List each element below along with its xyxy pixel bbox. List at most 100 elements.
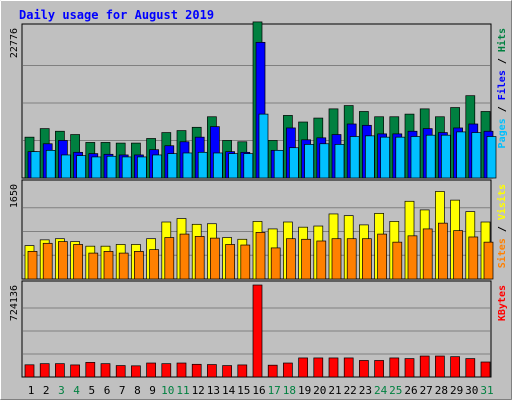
bar-sites-4 xyxy=(73,244,83,280)
bar-kbytes-22 xyxy=(343,357,354,378)
bar-pages-8 xyxy=(137,156,147,179)
bar-pages-29 xyxy=(456,131,466,179)
bar-pages-19 xyxy=(304,144,314,179)
bar-kbytes-24 xyxy=(374,360,384,378)
legend-part-pages-files-hits-2: Files xyxy=(496,70,508,100)
bar-pages-2 xyxy=(45,149,56,179)
bar-sites-29 xyxy=(453,230,463,280)
legend-part-visits-sites-0: Sites xyxy=(496,238,508,268)
bar-pages-15 xyxy=(243,153,254,179)
bar-pages-5 xyxy=(91,156,102,179)
legend-part-pages-files-hits-1: / xyxy=(497,100,508,118)
legend-visits-sites: Sites / Visits xyxy=(496,184,508,268)
legend-part-pages-files-hits-0: Pages xyxy=(497,118,508,148)
bar-sites-15 xyxy=(240,244,251,280)
x-tick-label-5: 5 xyxy=(88,384,95,397)
bar-pages-14 xyxy=(228,153,238,179)
bar-kbytes-1 xyxy=(24,364,35,378)
x-tick-label-14: 14 xyxy=(222,384,236,397)
bar-pages-3 xyxy=(61,154,71,179)
bar-sites-19 xyxy=(301,238,311,280)
y-tick-label-pages-files-hits: 22776 xyxy=(9,28,20,58)
bar-kbytes-27 xyxy=(419,355,430,378)
x-tick-label-10: 10 xyxy=(161,384,174,397)
bar-sites-17 xyxy=(270,247,281,280)
bar-pages-4 xyxy=(76,155,86,179)
bar-kbytes-31 xyxy=(480,361,491,378)
bar-kbytes-25 xyxy=(389,357,400,378)
bar-kbytes-17 xyxy=(267,364,278,378)
bar-sites-2 xyxy=(42,242,53,280)
bar-sites-27 xyxy=(422,228,433,280)
bar-kbytes-8 xyxy=(131,365,141,378)
bar-sites-8 xyxy=(134,251,144,280)
bar-kbytes-11 xyxy=(176,362,187,378)
x-tick-label-4: 4 xyxy=(73,384,80,397)
x-tick-label-19: 19 xyxy=(298,384,311,397)
x-tick-label-24: 24 xyxy=(374,384,388,397)
bar-kbytes-29 xyxy=(450,356,460,378)
x-tick-label-29: 29 xyxy=(450,384,463,397)
bar-sites-11 xyxy=(179,233,190,280)
bar-kbytes-3 xyxy=(55,363,65,378)
bar-pages-28 xyxy=(441,134,451,179)
bar-sites-10 xyxy=(164,237,175,280)
bar-sites-23 xyxy=(362,238,372,280)
bar-kbytes-4 xyxy=(70,364,80,378)
legend-part-visits-sites-2: Visits xyxy=(496,184,508,220)
bar-sites-21 xyxy=(331,238,342,280)
bar-sites-26 xyxy=(407,235,418,280)
bar-sites-16 xyxy=(255,232,266,280)
bar-kbytes-10 xyxy=(161,363,172,378)
x-tick-label-8: 8 xyxy=(134,384,141,397)
bar-kbytes-28 xyxy=(435,355,445,378)
bar-pages-22 xyxy=(349,136,360,179)
bar-kbytes-15 xyxy=(237,364,248,378)
bar-pages-25 xyxy=(395,136,406,179)
bar-sites-1 xyxy=(27,251,38,280)
bar-sites-3 xyxy=(58,241,68,280)
legend-part-pages-files-hits-3: / xyxy=(497,52,508,70)
x-tick-label-7: 7 xyxy=(119,384,126,397)
bar-sites-12 xyxy=(194,236,205,280)
bar-kbytes-21 xyxy=(328,357,339,378)
bar-kbytes-30 xyxy=(465,358,476,378)
x-tick-label-22: 22 xyxy=(344,384,357,397)
bar-sites-24 xyxy=(377,233,387,280)
bar-pages-13 xyxy=(213,152,223,179)
x-tick-label-6: 6 xyxy=(104,384,111,397)
legend-part-pages-files-hits-4: Hits xyxy=(496,28,508,52)
bar-pages-9 xyxy=(152,154,162,179)
bar-kbytes-19 xyxy=(298,357,308,378)
x-tick-label-9: 9 xyxy=(149,384,156,397)
bar-kbytes-18 xyxy=(283,362,293,378)
legend-pages-files-hits: Pages / Files / Hits xyxy=(496,28,508,148)
bar-kbytes-23 xyxy=(359,360,369,378)
y-tick-label-kbytes: 724136 xyxy=(9,285,20,321)
bar-pages-10 xyxy=(167,153,178,179)
x-tick-label-25: 25 xyxy=(389,384,402,397)
x-tick-label-31: 31 xyxy=(480,384,493,397)
bar-kbytes-7 xyxy=(115,365,126,378)
bar-sites-20 xyxy=(316,240,327,280)
bar-pages-7 xyxy=(121,156,132,179)
bar-sites-28 xyxy=(438,222,448,280)
x-tick-label-16: 16 xyxy=(252,384,265,397)
y-tick-label-visits-sites: 1650 xyxy=(9,184,20,208)
bar-kbytes-16 xyxy=(252,284,263,378)
x-tick-label-11: 11 xyxy=(176,384,189,397)
bar-pages-1 xyxy=(30,151,41,179)
x-tick-label-12: 12 xyxy=(192,384,205,397)
bar-kbytes-14 xyxy=(222,365,232,378)
x-tick-label-27: 27 xyxy=(420,384,433,397)
x-tick-label-17: 17 xyxy=(268,384,281,397)
bar-sites-22 xyxy=(346,238,357,280)
chart-title: Daily usage for August 2019 xyxy=(19,8,214,22)
x-tick-label-18: 18 xyxy=(283,384,296,397)
bar-kbytes-26 xyxy=(404,358,415,378)
bar-sites-14 xyxy=(225,244,235,280)
legend-part-kbytes-0: KBytes xyxy=(497,285,508,321)
legend-part-visits-sites-1: / xyxy=(497,220,508,238)
